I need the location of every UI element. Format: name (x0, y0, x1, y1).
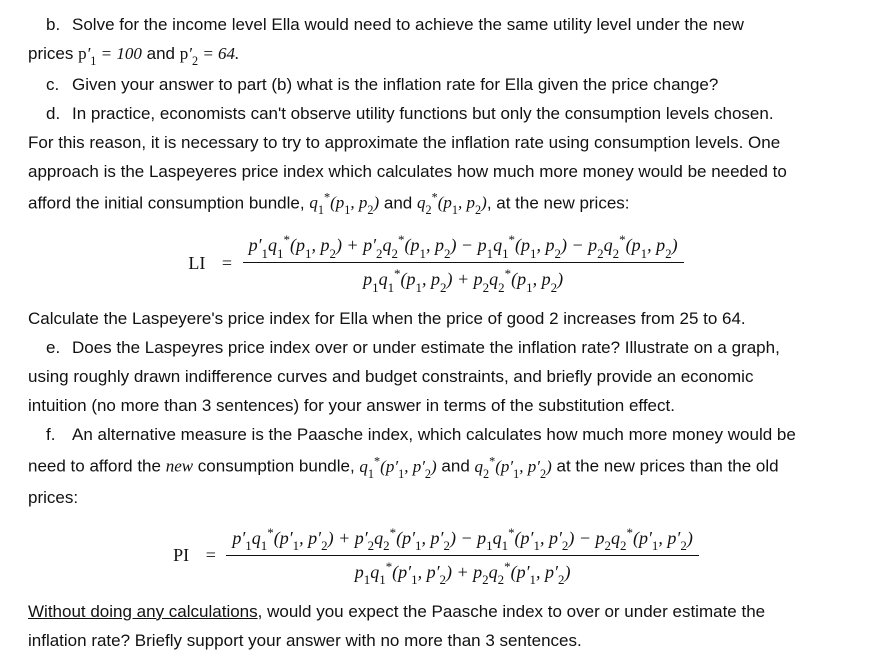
item-b: b.Solve for the income level Ella would … (28, 14, 844, 37)
text: and (379, 193, 417, 212)
equals-sign: = (206, 543, 216, 567)
emph: new (166, 457, 193, 476)
text: afford the initial consumption bundle, (28, 193, 309, 212)
formula-label: LI (188, 251, 205, 275)
numerator: p′1q1*(p1, p2) + p′2q2*(p1, p2) − p1q1*(… (243, 231, 684, 263)
item-letter: d. (46, 103, 72, 126)
item-text: Does the Laspeyres price index over or u… (72, 338, 780, 357)
item-text: An alternative measure is the Paasche in… (72, 425, 796, 444)
item-d-line3: approach is the Laspeyeres price index w… (28, 161, 844, 184)
text: prices (28, 44, 78, 63)
item-letter: c. (46, 74, 72, 97)
item-b-line2: prices p′1 = 100 and p′2 = 64. (28, 43, 844, 68)
item-letter: b. (46, 14, 72, 37)
final-line1: Without doing any calculations, would yo… (28, 601, 844, 624)
item-text: Solve for the income level Ella would ne… (72, 15, 744, 34)
final-line2: inflation rate? Briefly support your ans… (28, 630, 844, 653)
underlined-text: Without doing any calculations (28, 602, 258, 621)
pi-formula: PI = p′1q1*(p′1, p′2) + p′2q2*(p′1, p′2)… (28, 524, 844, 587)
fraction: p′1q1*(p′1, p′2) + p′2q2*(p′1, p′2) − p1… (226, 524, 698, 587)
item-f-line3: prices: (28, 487, 844, 510)
math-inline: p′1 = 100 (78, 44, 142, 63)
math-inline: q1*(p′1, p′2) (359, 457, 436, 476)
math-inline: p′2 = 64. (180, 44, 240, 63)
document-page: b.Solve for the income level Ella would … (0, 0, 872, 662)
item-d: d.In practice, economists can't observe … (28, 103, 844, 126)
text: and (437, 457, 475, 476)
item-text: In practice, economists can't observe ut… (72, 104, 774, 123)
formula-label: PI (173, 543, 189, 567)
item-d-line2: For this reason, it is necessary to try … (28, 132, 844, 155)
denominator: p1q1*(p′1, p′2) + p2q2*(p′1, p′2) (226, 556, 698, 587)
item-f-line2: need to afford the new consumption bundl… (28, 453, 844, 481)
item-c: c.Given your answer to part (b) what is … (28, 74, 844, 97)
numerator: p′1q1*(p′1, p′2) + p′2q2*(p′1, p′2) − p1… (226, 524, 698, 556)
item-e-line2: using roughly drawn indifference curves … (28, 366, 844, 389)
text: at the new prices than the old (552, 457, 779, 476)
item-f: f.An alternative measure is the Paasche … (28, 424, 844, 447)
text: , at the new prices: (487, 193, 630, 212)
text: , would you expect the Paasche index to … (258, 602, 765, 621)
math-inline: q2*(p′1, p′2) (475, 457, 552, 476)
text: and (142, 44, 180, 63)
math-inline: q2*(p1, p2) (417, 193, 487, 212)
item-text: Given your answer to part (b) what is th… (72, 75, 718, 94)
li-formula: LI = p′1q1*(p1, p2) + p′2q2*(p1, p2) − p… (28, 231, 844, 294)
equals-sign: = (222, 251, 232, 275)
item-letter: e. (46, 337, 72, 360)
math-inline: q1*(p1, p2) (309, 193, 379, 212)
calc-line: Calculate the Laspeyere's price index fo… (28, 308, 844, 331)
text: consumption bundle, (193, 457, 359, 476)
item-d-line4: afford the initial consumption bundle, q… (28, 190, 844, 218)
denominator: p1q1*(p1, p2) + p2q2*(p1, p2) (243, 263, 684, 294)
text: need to afford the (28, 457, 166, 476)
fraction: p′1q1*(p1, p2) + p′2q2*(p1, p2) − p1q1*(… (243, 231, 684, 294)
item-letter: f. (46, 424, 72, 447)
item-e-line3: intuition (no more than 3 sentences) for… (28, 395, 844, 418)
item-e: e.Does the Laspeyres price index over or… (28, 337, 844, 360)
